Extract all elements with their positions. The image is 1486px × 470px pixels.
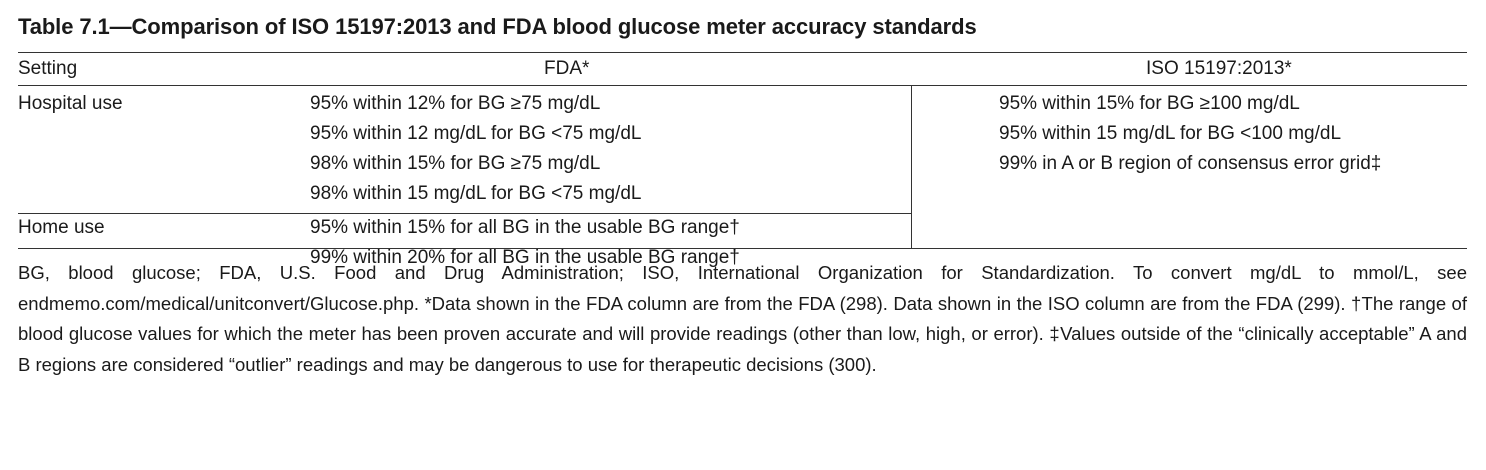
iso-criteria: 95% within 15% for BG ≥100 mg/dL 95% wit… <box>999 89 1381 179</box>
row-hospital-setting: Hospital use <box>18 93 123 114</box>
fda-criterion: 98% within 15 mg/dL for BG <75 mg/dL <box>310 183 642 204</box>
fda-criterion: 95% within 15% for all BG in the usable … <box>310 217 740 238</box>
column-header-iso: ISO 15197:2013* <box>1146 58 1292 79</box>
accuracy-standards-table: Setting FDA* ISO 15197:2013* Hospital us… <box>18 52 1467 268</box>
table-header-row: Setting FDA* ISO 15197:2013* <box>18 53 1467 86</box>
fda-criterion: 99% within 20% for all BG in the usable … <box>310 247 740 268</box>
fda-criterion: 98% within 15% for BG ≥75 mg/dL <box>310 153 601 174</box>
fda-criterion: 95% within 12 mg/dL for BG <75 mg/dL <box>310 123 642 144</box>
footnote-text: BG, blood glucose; FDA, U.S. Food and Dr… <box>18 262 1467 375</box>
iso-criterion: 99% in A or B region of consensus error … <box>999 153 1382 174</box>
iso-criterion: 95% within 15% for BG ≥100 mg/dL <box>999 93 1300 114</box>
fda-criterion: 95% within 12% for BG ≥75 mg/dL <box>310 93 601 114</box>
table-footnote: BG, blood glucose; FDA, U.S. Food and Dr… <box>18 258 1467 380</box>
document: Table 7.1—Comparison of ISO 15197:2013 a… <box>18 12 1467 380</box>
row-hospital-fda: 95% within 12% for BG ≥75 mg/dL 95% with… <box>310 89 641 209</box>
row-home-setting: Home use <box>18 217 105 238</box>
row-divider <box>18 213 912 214</box>
row-home-fda: 95% within 15% for all BG in the usable … <box>310 213 740 273</box>
table-title: Table 7.1—Comparison of ISO 15197:2013 a… <box>18 14 977 39</box>
column-divider <box>911 86 912 248</box>
column-header-fda: FDA* <box>544 58 590 79</box>
column-header-setting: Setting <box>18 58 78 79</box>
iso-criterion: 95% within 15 mg/dL for BG <100 mg/dL <box>999 123 1342 144</box>
